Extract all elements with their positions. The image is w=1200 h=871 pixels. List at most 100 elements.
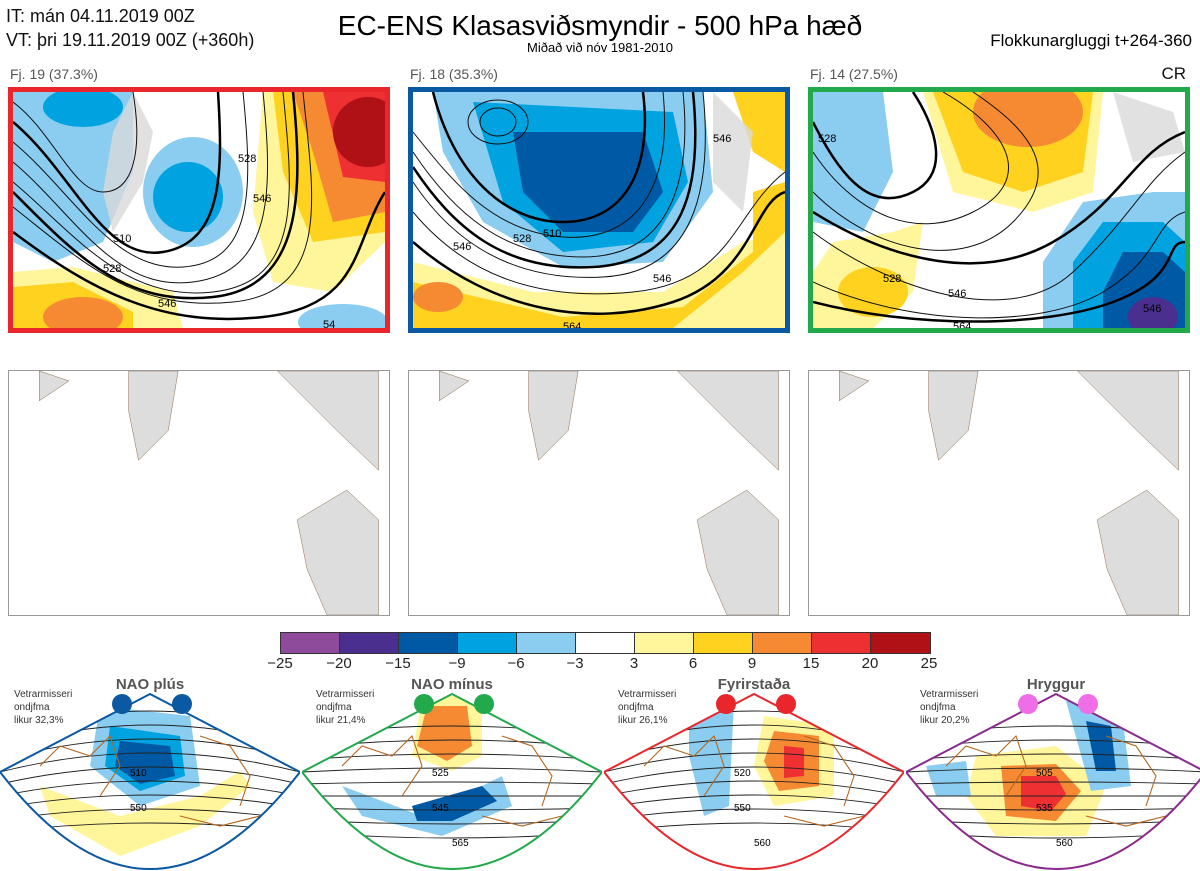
contour-label: 528 <box>103 263 121 275</box>
regime-marker-icon <box>172 694 192 714</box>
contour-label: 550 <box>734 803 751 814</box>
valid-time: VT: þri 19.11.2019 00Z (+360h) <box>6 30 255 50</box>
contour-label: 565 <box>452 838 469 849</box>
regime-info: Vetrarmisseri ondjfma likur 21,4% <box>316 688 374 727</box>
colorbar-swatch <box>458 633 517 653</box>
contour-label: 550 <box>130 803 147 814</box>
colorbar-swatch <box>281 633 340 653</box>
contour-label: 528 <box>883 273 901 285</box>
colorbar-swatch <box>871 633 930 653</box>
regime-marker-icon <box>474 694 494 714</box>
colorbar-swatch <box>399 633 458 653</box>
land-icon <box>439 371 779 615</box>
contour-label: 510 <box>130 768 147 779</box>
colorbar-tick: 3 <box>629 655 639 672</box>
regime-marker-icon <box>414 694 434 714</box>
colorbar-tick: 25 <box>920 655 938 672</box>
colorbar-tick: 9 <box>747 655 757 672</box>
colorbar-tick: −3 <box>566 655 584 672</box>
regime-title: NAO mínus <box>411 676 493 693</box>
regime-season: Vetrarmisseri <box>920 689 979 700</box>
regime-months: ondjfma <box>618 702 654 713</box>
regime-marker-icon <box>1078 694 1098 714</box>
regime-3: 520 550 560 Fyrirstaða Vetrarmisseri ondjfma l… <box>604 676 904 871</box>
regime-months: ondjfma <box>14 702 50 713</box>
colorbar-tick: −6 <box>507 655 525 672</box>
regime-season: Vetrarmisseri <box>316 689 375 700</box>
contour-label: 546 <box>253 193 271 205</box>
contour-label: 528 <box>238 153 256 165</box>
contour-label: 546 <box>713 133 731 145</box>
map-panel-2 <box>408 370 790 616</box>
contour-label: 546 <box>453 241 471 253</box>
regime-probability: likur 32,3% <box>14 715 64 726</box>
contour-label: 528 <box>818 133 836 145</box>
colorbar-tick: −15 <box>385 655 411 672</box>
contour-label: 546 <box>653 273 671 285</box>
regime-season: Vetrarmisseri <box>618 689 677 700</box>
regime-marker-icon <box>716 694 736 714</box>
colorbar-swatch <box>812 633 871 653</box>
regime-marker-icon <box>776 694 796 714</box>
colorbar-tick: 15 <box>802 655 820 672</box>
regime-info: Vetrarmisseri ondjfma likur 32,3% <box>14 688 72 727</box>
colorbar-swatch <box>340 633 399 653</box>
classification-window: Flokkunargluggi t+264-360 <box>990 31 1192 50</box>
regime-probability: likur 20,2% <box>920 715 970 726</box>
contour-label: 505 <box>1036 768 1053 779</box>
regime-title: Hryggur <box>1026 676 1086 693</box>
colorbar-tick: −25 <box>267 655 293 672</box>
colorbar-tick: 20 <box>861 655 879 672</box>
contour-label: 546 <box>948 288 966 300</box>
cluster-1-map: 510 528 546 528 546 54 <box>8 87 390 333</box>
cluster-2-map: 510 528 546 546 564 546 <box>408 87 790 333</box>
regime-months: ondjfma <box>920 702 956 713</box>
colorbar-swatch <box>694 633 753 653</box>
regime-marker-icon <box>1018 694 1038 714</box>
contour-label: 510 <box>113 233 131 245</box>
contour-label: 520 <box>734 768 751 779</box>
cluster-3-label: Fj. 14 (27.5%) <box>810 66 898 82</box>
colorbar-tick: −20 <box>326 655 352 672</box>
colorbar-swatch <box>517 633 576 653</box>
initial-time: IT: mán 04.11.2019 00Z <box>6 6 195 26</box>
page-title: EC-ENS Klasasviðsmyndir - 500 hPa hæð <box>337 10 863 41</box>
regime-info: Vetrarmisseri ondjfma likur 20,2% <box>920 688 978 727</box>
contour-label: 546 <box>158 298 176 310</box>
colorbar-swatch <box>635 633 694 653</box>
contour-label: 54 <box>323 319 335 328</box>
cr-label: CR <box>1161 64 1186 83</box>
land-icon <box>839 371 1179 615</box>
regime-4: 505 535 560 Hryggur Vetrarmisseri ondjfma liku… <box>906 676 1200 871</box>
colorbar-tick: 6 <box>688 655 698 672</box>
contour-label: 560 <box>1056 838 1073 849</box>
regime-1: 510 550 NAO plús Vetrarmisseri ondjfma likur … <box>0 676 300 871</box>
colorbar-swatch <box>576 633 635 653</box>
contour-label: 510 <box>543 228 561 240</box>
map-panel-1 <box>8 370 390 616</box>
regime-season: Vetrarmisseri <box>14 689 73 700</box>
regime-probability: likur 21,4% <box>316 715 366 726</box>
contour-label: 560 <box>754 838 771 849</box>
cluster-1-label: Fj. 19 (37.3%) <box>10 66 98 82</box>
cluster-2-label: Fj. 18 (35.3%) <box>410 66 498 82</box>
contour-label: 564 <box>563 321 581 328</box>
contour-label: 545 <box>432 803 449 814</box>
contour-label: 528 <box>513 233 531 245</box>
page-subtitle: Miðað við nóv 1981-2010 <box>527 40 673 55</box>
regime-title: Fyrirstaða <box>717 676 791 693</box>
contour-label: 525 <box>432 768 449 779</box>
colorbar-tick: −9 <box>448 655 466 672</box>
regime-2: 525 545 565 NAO mínus Vetrarmisseri ondjfma li… <box>302 676 602 871</box>
land-icon <box>39 371 379 615</box>
contour-label: 546 <box>1143 303 1161 315</box>
regime-info: Vetrarmisseri ondjfma likur 26,1% <box>618 688 676 727</box>
regime-title: NAO plús <box>115 676 185 693</box>
regime-marker-icon <box>112 694 132 714</box>
cluster-3-map: 528 528 546 564 546 <box>808 87 1190 333</box>
map-panel-3 <box>808 370 1190 616</box>
regime-months: ondjfma <box>316 702 352 713</box>
colorbar <box>280 632 931 654</box>
contour-label: 535 <box>1036 803 1053 814</box>
contour-label: 564 <box>953 321 971 328</box>
